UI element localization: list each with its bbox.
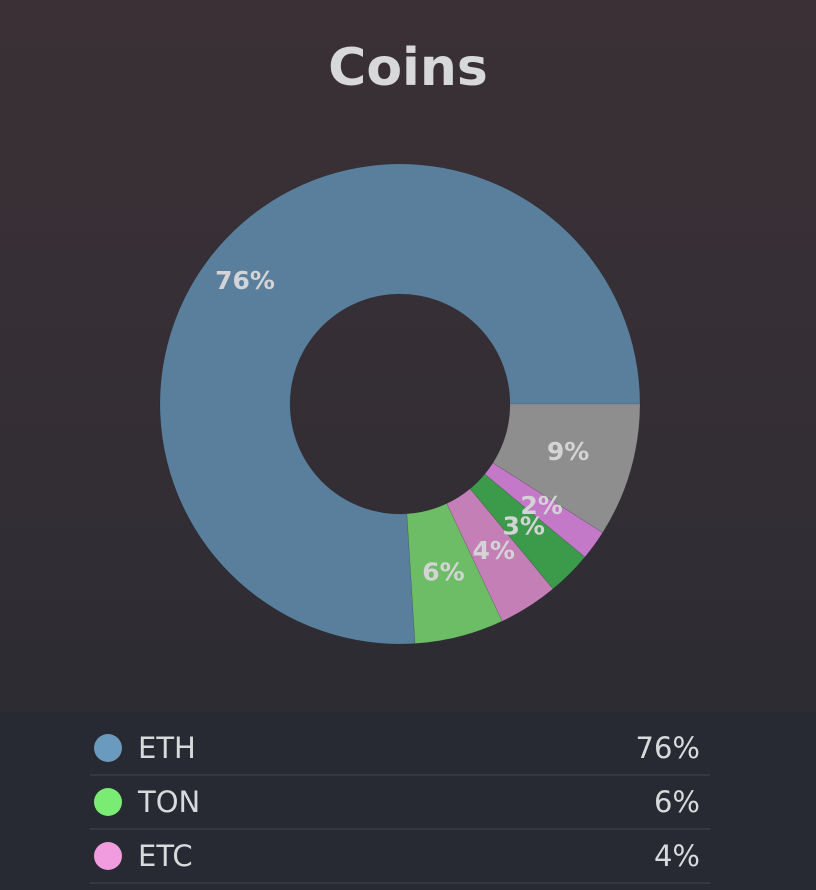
donut-chart: 76% 6% 4%3%2% 9% xyxy=(159,163,641,645)
legend-label: ETH xyxy=(138,731,196,765)
legend-item-etc[interactable]: ETC 4% xyxy=(90,830,710,884)
legend-value: 4% xyxy=(653,839,700,873)
legend: ETH 76% TON 6% ETC 4% xyxy=(90,722,710,884)
slice-percent-label: 3% xyxy=(503,512,545,541)
slice-percent-label: 9% xyxy=(547,437,589,466)
slice-percent-label: 6% xyxy=(422,558,464,587)
slice-other-3[interactable] xyxy=(469,473,586,590)
legend-label: TON xyxy=(138,785,201,819)
slice-other-5[interactable] xyxy=(492,403,641,534)
legend-value: 76% xyxy=(635,731,700,765)
etc-color-dot-icon xyxy=(94,842,122,870)
slice-percent-label: 4% xyxy=(473,536,515,565)
slice-percent-label: 2% xyxy=(520,491,562,520)
slice-labels: 76% 6% 4%3%2% 9% xyxy=(215,266,589,587)
slice-percent-label: 76% xyxy=(215,266,275,295)
slice-eth[interactable] xyxy=(159,163,641,645)
legend-panel xyxy=(0,712,816,890)
slice-other-4[interactable] xyxy=(484,462,604,558)
chart-title: Coins xyxy=(328,38,488,98)
legend-item-eth[interactable]: ETH 76% xyxy=(90,722,710,776)
legend-item-ton[interactable]: TON 6% xyxy=(90,776,710,830)
donut-slices xyxy=(159,163,641,645)
slice-ton[interactable] xyxy=(406,503,503,644)
ton-color-dot-icon xyxy=(94,788,122,816)
legend-label: ETC xyxy=(138,839,193,873)
eth-color-dot-icon xyxy=(94,734,122,762)
legend-value: 6% xyxy=(653,785,700,819)
